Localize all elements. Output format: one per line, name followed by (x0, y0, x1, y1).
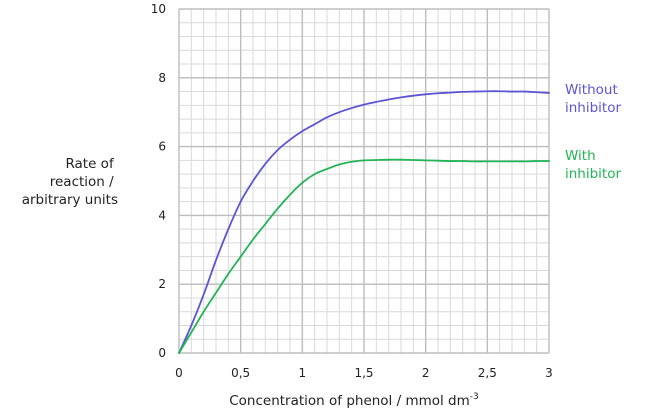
legend-without-line-1: Without (565, 82, 618, 98)
x-tick-label: 3 (545, 366, 553, 380)
series-line-without-inhibitor (178, 90, 550, 354)
x-axis-title: Concentration of phenol / mmol dm-3 (229, 392, 479, 409)
x-tick-label: 2,5 (478, 366, 497, 380)
y-tick-label: 6 (158, 140, 166, 154)
x-tick-label: 1,5 (354, 366, 373, 380)
legend-label-without-inhibitor: Without inhibitor (565, 82, 622, 116)
y-axis-title-line-1: Rate of (65, 156, 115, 172)
tick-labels: 0 0,5 1 1,5 2 2,5 3 0 2 4 6 8 10 (151, 2, 553, 380)
y-tick-label: 2 (158, 277, 166, 291)
x-tick-label: 0,5 (231, 366, 250, 380)
legend-label-with-inhibitor: With inhibitor (565, 148, 621, 182)
y-axis-title-line-2: reaction / (50, 174, 114, 190)
y-axis-title-line-3: arbitrary units (22, 192, 118, 208)
series-lines (178, 90, 550, 354)
y-tick-label: 0 (158, 346, 166, 360)
y-tick-label: 10 (151, 2, 166, 16)
y-axis-title: Rate of reaction / arbitrary units (22, 156, 118, 208)
legend-without-line-2: inhibitor (565, 100, 621, 116)
y-tick-label: 4 (158, 208, 166, 222)
series-line-with-inhibitor (178, 158, 550, 354)
legend-with-line-2: inhibitor (565, 166, 621, 182)
y-tick-label: 8 (158, 71, 166, 85)
x-tick-label: 1 (299, 366, 307, 380)
major-grid (178, 8, 550, 354)
x-axis-title-text: Concentration of phenol / mmol dm (229, 393, 470, 409)
legend-with-line-1: With (565, 148, 596, 164)
x-tick-label: 0 (175, 366, 183, 380)
x-axis-title-superscript: -3 (470, 392, 479, 402)
x-tick-label: 2 (422, 366, 430, 380)
